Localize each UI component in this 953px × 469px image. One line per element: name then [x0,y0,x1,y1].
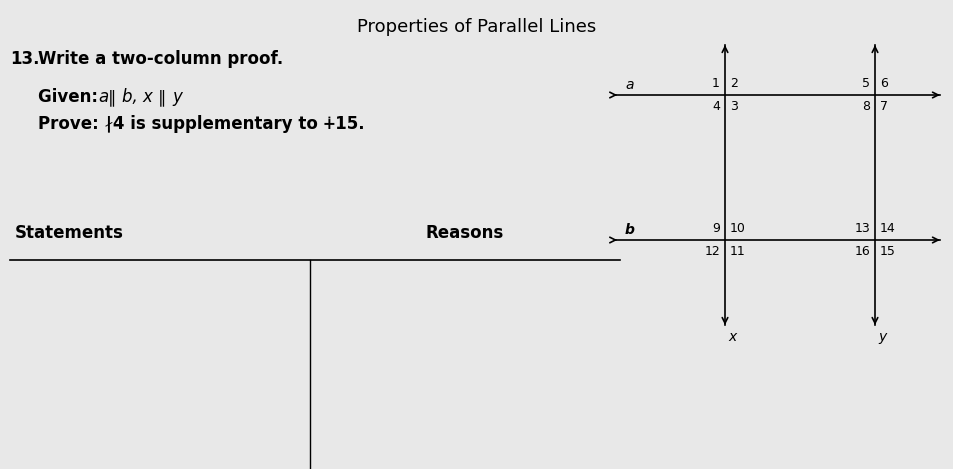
Text: 8: 8 [862,100,869,113]
Text: 15: 15 [879,245,895,258]
Text: Statements: Statements [15,224,124,242]
Text: 5: 5 [862,77,869,90]
Text: Properties of Parallel Lines: Properties of Parallel Lines [357,18,596,36]
Text: 12: 12 [703,245,720,258]
Text: 3: 3 [729,100,737,113]
Text: b: b [624,223,634,237]
Text: 14: 14 [879,222,895,235]
Text: Prove: ∤4 is supplementary to ∔15.: Prove: ∤4 is supplementary to ∔15. [38,115,364,133]
Text: a: a [624,78,633,92]
Text: y: y [877,330,885,344]
Text: Reasons: Reasons [425,224,503,242]
Text: Write a two-column proof.: Write a two-column proof. [38,50,283,68]
Text: 13.: 13. [10,50,39,68]
Text: 9: 9 [711,222,720,235]
Text: 7: 7 [879,100,887,113]
Text: 13: 13 [853,222,869,235]
Text: ∥: ∥ [158,88,166,106]
Text: 1: 1 [711,77,720,90]
Text: a: a [98,88,108,106]
Text: 6: 6 [879,77,887,90]
Text: 10: 10 [729,222,745,235]
Text: 2: 2 [729,77,737,90]
Text: b, x: b, x [122,88,152,106]
Text: 16: 16 [853,245,869,258]
Text: y: y [172,88,182,106]
Text: 4: 4 [711,100,720,113]
Text: x: x [727,330,736,344]
Text: Given:: Given: [38,88,104,106]
Text: ∥: ∥ [108,88,116,106]
Text: 11: 11 [729,245,745,258]
